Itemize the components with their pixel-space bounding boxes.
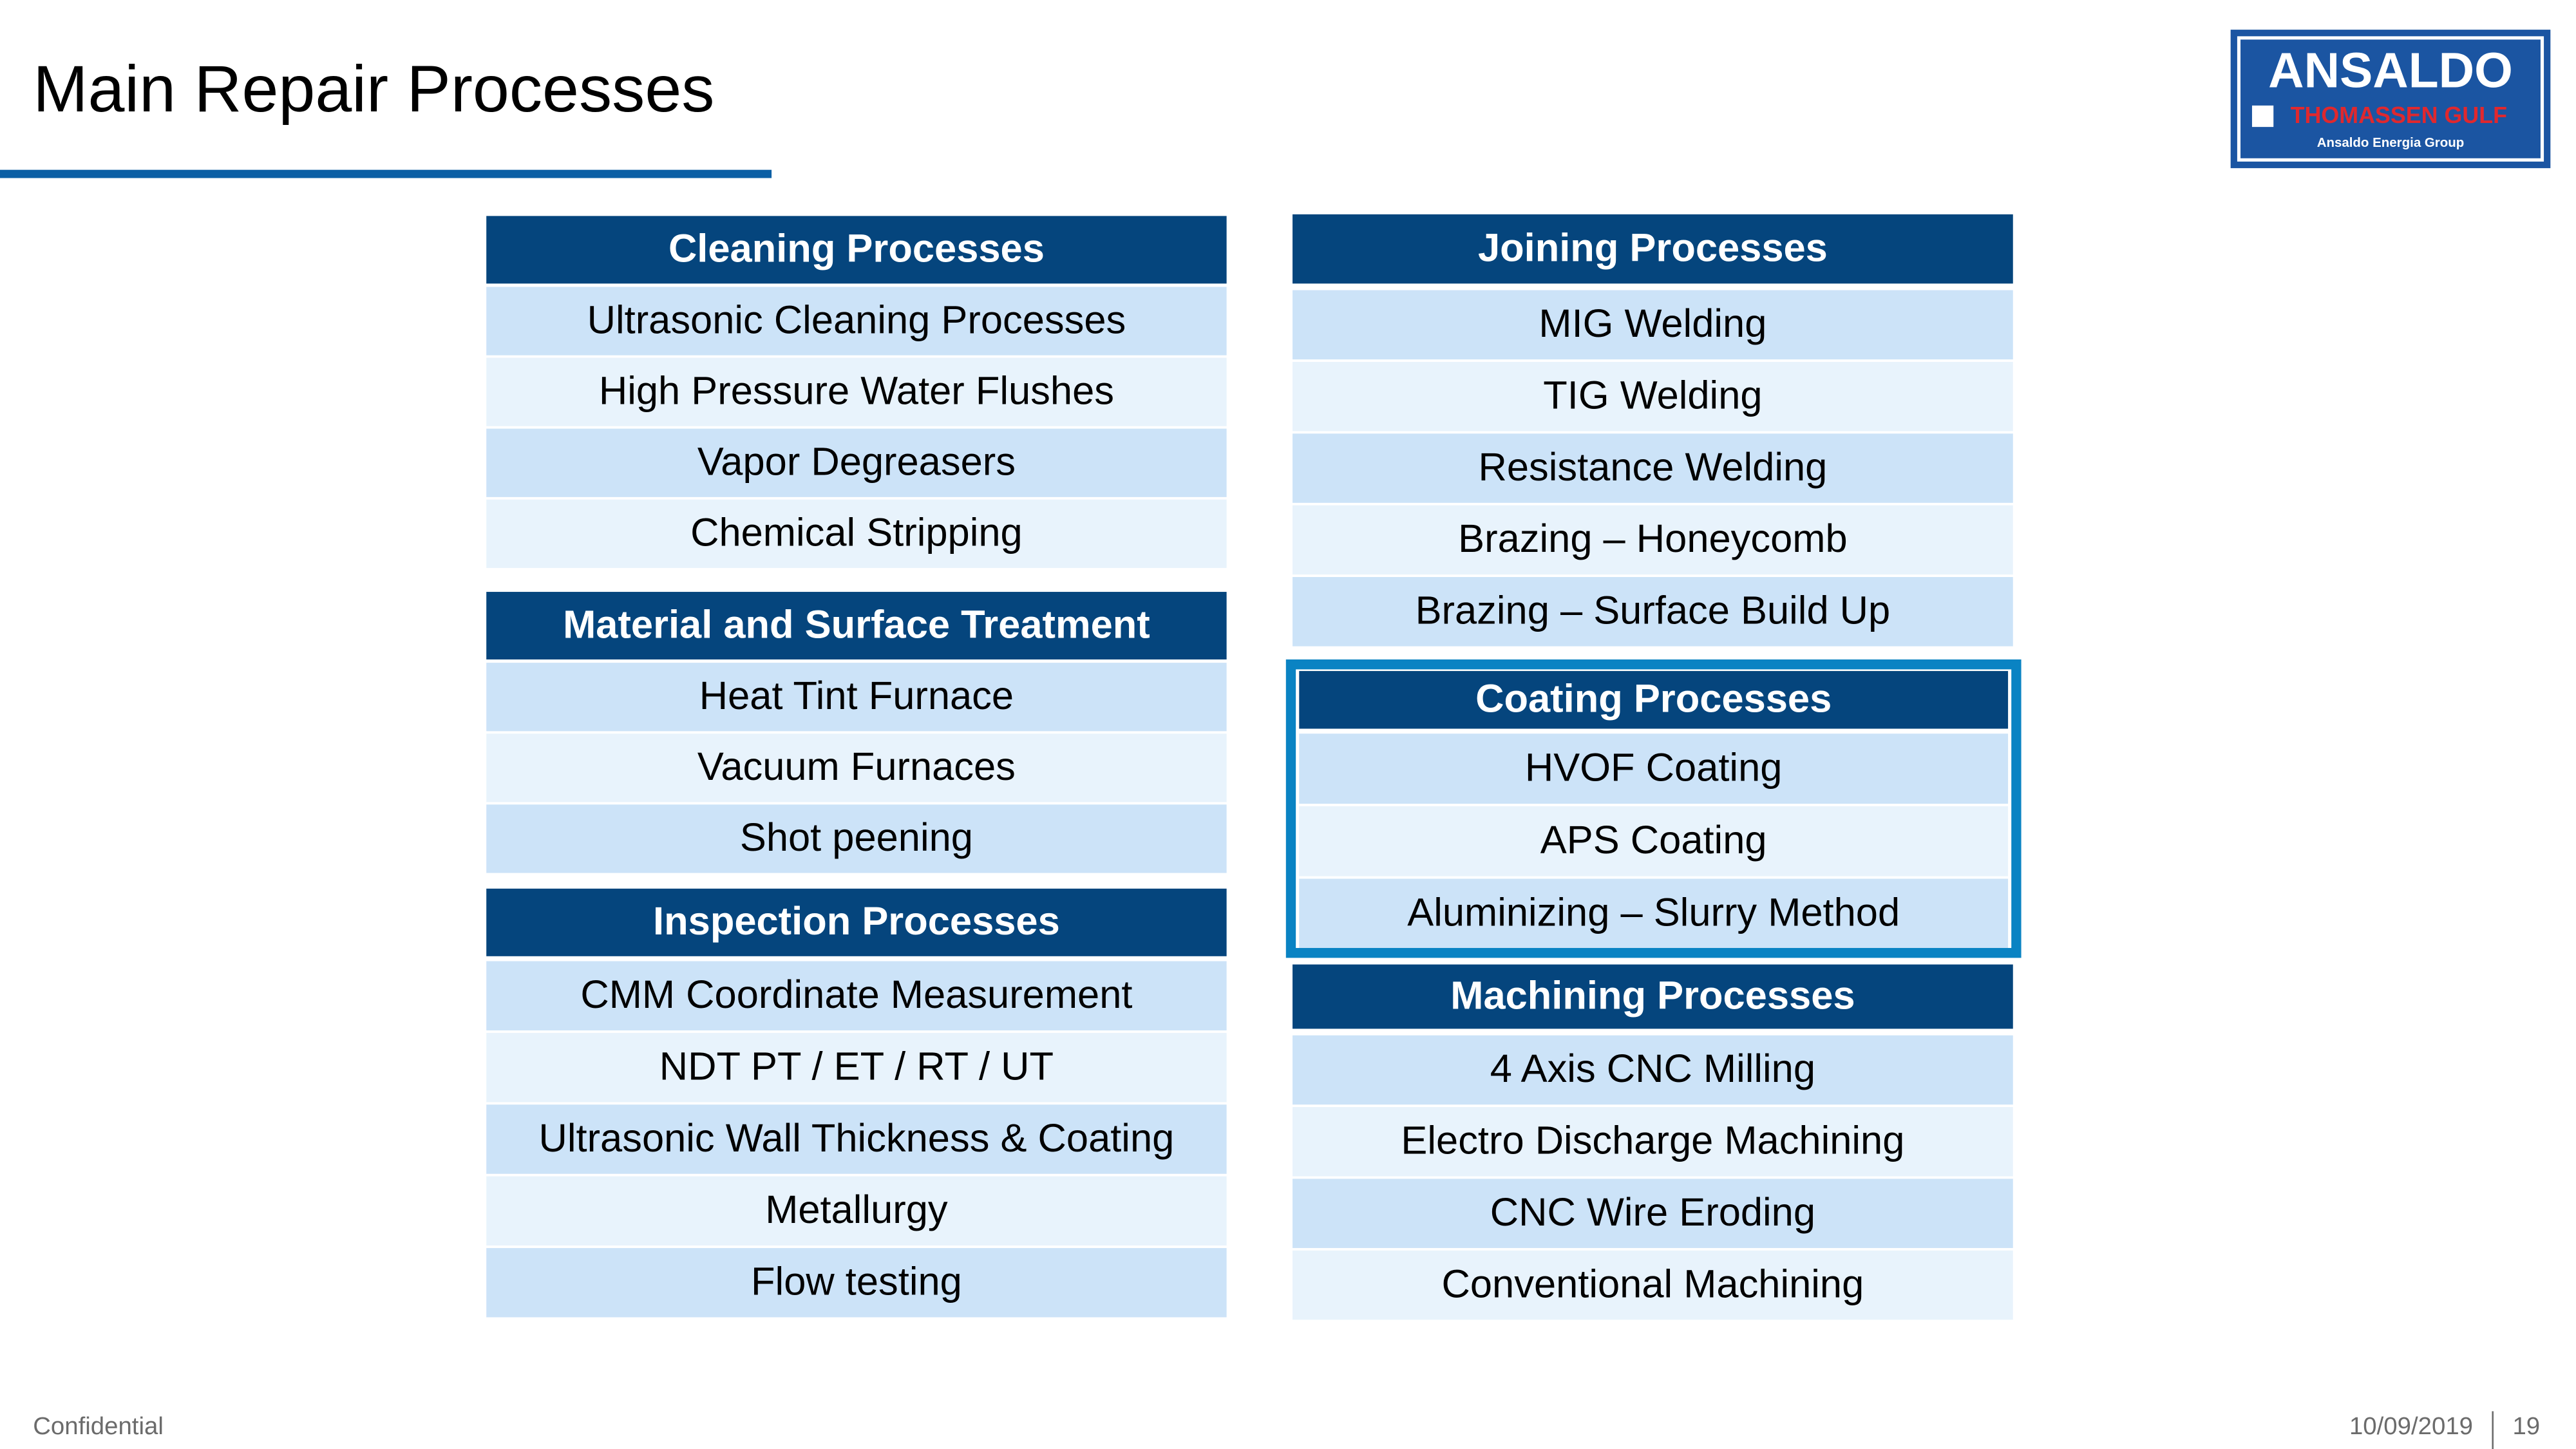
table-cell: Shot peening <box>740 815 973 860</box>
table-row <box>486 804 1227 873</box>
table-cell: Heat Tint Furnace <box>699 674 1014 718</box>
table-cell: Brazing – Honeycomb <box>1458 516 1847 561</box>
logo-bg <box>2230 30 2551 169</box>
tables: Cleaning Processes Ultrasonic Cleaning Pr… <box>486 214 2013 1320</box>
table-row <box>486 287 1227 355</box>
table-cell: CMM Coordinate Measurement <box>580 972 1132 1017</box>
table-row <box>486 428 1227 497</box>
table-row <box>486 663 1227 732</box>
table-row <box>1293 505 2013 575</box>
table-row <box>1299 806 2009 876</box>
table-row <box>1299 878 2009 949</box>
table-cell: Chemical Stripping <box>690 511 1023 555</box>
table-cell: Flow testing <box>751 1259 962 1303</box>
table-cell: MIG Welding <box>1539 301 1766 346</box>
slide-title: Main Repair Processes <box>33 52 714 126</box>
table-cell: CNC Wire Eroding <box>1490 1190 1815 1235</box>
table-row <box>1293 290 2013 360</box>
table-header <box>1293 964 2013 1029</box>
table-cell: Brazing – Surface Build Up <box>1416 589 1891 633</box>
table-cell: Vacuum Furnaces <box>697 744 1016 789</box>
logo: ANSALDO THOMASSEN GULF Ansaldo Energia G… <box>2230 30 2551 169</box>
table-title: Machining Processes <box>1450 973 1855 1018</box>
table-row <box>486 499 1227 568</box>
table-row <box>486 1032 1227 1103</box>
table-row <box>1293 1107 2013 1177</box>
logo-icon <box>2251 105 2274 128</box>
table-header <box>1293 214 2013 284</box>
table-header <box>1299 670 2009 729</box>
logo-border <box>2237 36 2544 162</box>
table-title: Joining Processes <box>1478 225 1828 270</box>
table-row <box>1293 433 2013 503</box>
table-cell: Ultrasonic Wall Thickness & Coating <box>539 1116 1175 1160</box>
table-row <box>1293 577 2013 647</box>
table-row <box>1293 1179 2013 1248</box>
table-cell: Electro Discharge Machining <box>1401 1119 1904 1163</box>
table-title: Material and Surface Treatment <box>563 602 1150 647</box>
logo-group: Ansaldo Energia Group <box>2317 135 2465 150</box>
table-cell: Ultrasonic Cleaning Processes <box>587 298 1126 342</box>
table-header <box>486 592 1227 660</box>
table-cell: 4 Axis CNC Milling <box>1490 1046 1815 1091</box>
table-cell: Resistance Welding <box>1478 445 1827 489</box>
table-header <box>486 216 1227 284</box>
logo-brand: ANSALDO <box>2268 43 2513 98</box>
table-row <box>486 1176 1227 1246</box>
table-row <box>1293 1250 2013 1320</box>
table-cell: HVOF Coating <box>1525 745 1783 790</box>
table-cell: NDT PT / ET / RT / UT <box>659 1044 1054 1088</box>
table-cell: Metallurgy <box>765 1188 948 1232</box>
footer-date: 10/09/2019 <box>2349 1412 2473 1440</box>
table-row <box>1293 1035 2013 1105</box>
table-header <box>486 888 1227 956</box>
table-title: Cleaning Processes <box>668 227 1045 271</box>
table-cell: Conventional Machining <box>1442 1262 1864 1306</box>
table-title: Coating Processes <box>1475 677 1832 721</box>
table-title: Inspection Processes <box>653 899 1060 943</box>
footer-confidential: Confidential <box>33 1412 164 1440</box>
table-row <box>486 734 1227 802</box>
footer-page: 19 <box>2512 1412 2540 1440</box>
table-cell: Vapor Degreasers <box>697 440 1016 484</box>
table-row <box>486 1104 1227 1174</box>
table-row <box>486 1247 1227 1318</box>
table-cell: High Pressure Water Flushes <box>599 368 1114 413</box>
table-row <box>486 357 1227 426</box>
table-cell: Aluminizing – Slurry Method <box>1407 891 1900 935</box>
logo-subbrand: THOMASSEN GULF <box>2291 102 2507 128</box>
table-row <box>1299 734 2009 804</box>
table-row <box>486 961 1227 1031</box>
table-cell: APS Coating <box>1540 818 1767 862</box>
title-underline <box>0 169 772 178</box>
highlight-box <box>1285 659 2022 958</box>
table-row <box>1293 361 2013 431</box>
table-cell: TIG Welding <box>1543 373 1762 417</box>
